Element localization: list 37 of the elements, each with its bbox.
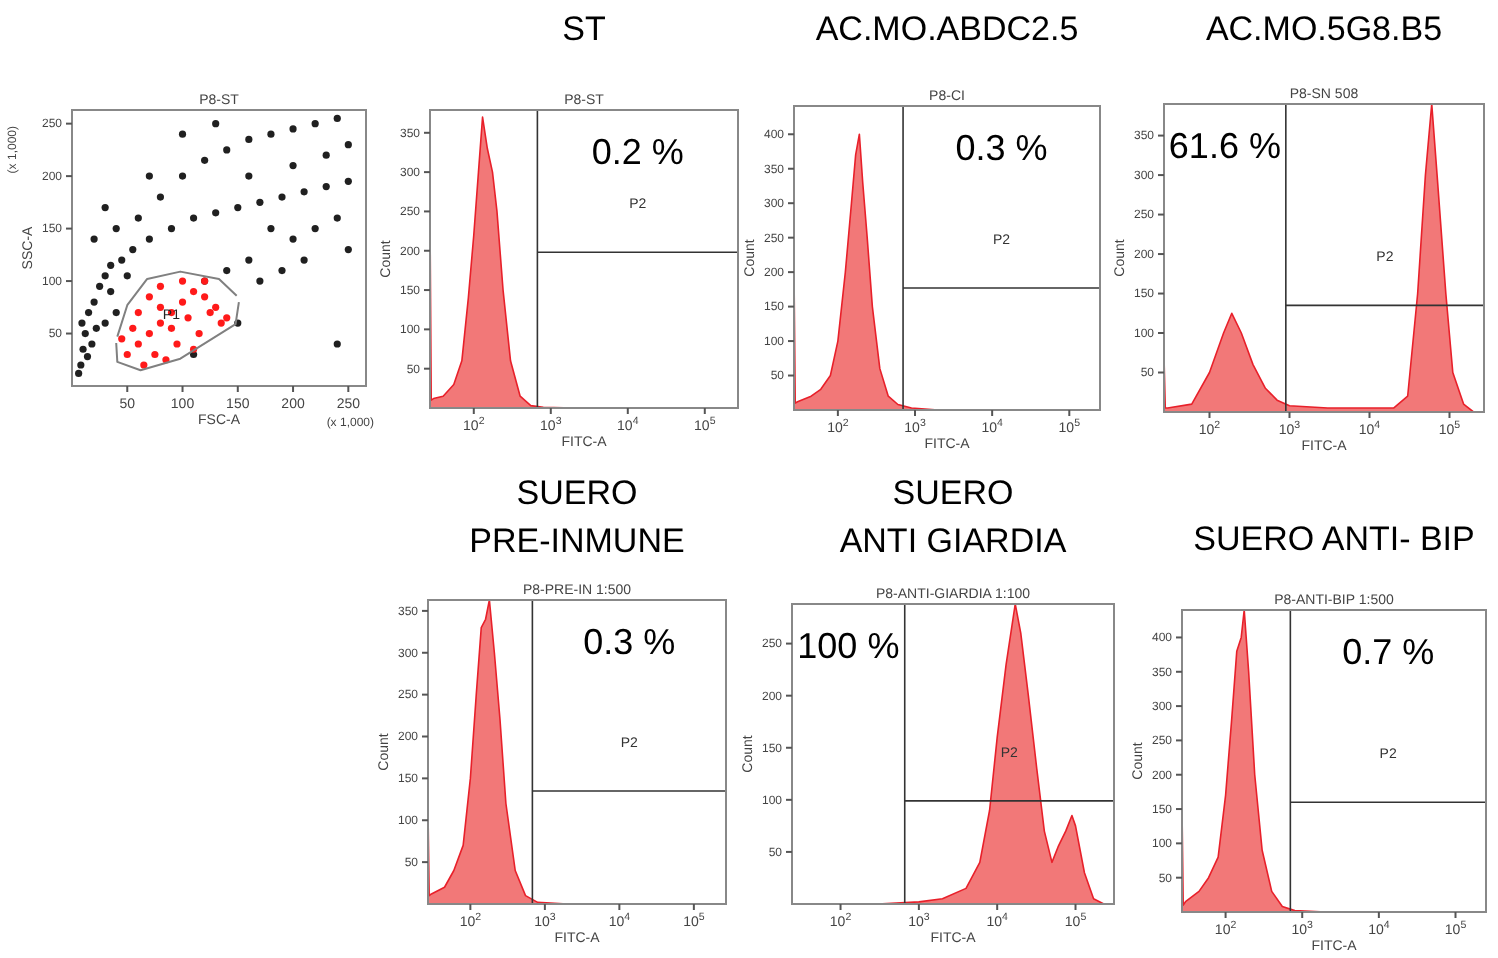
point [178, 298, 187, 306]
point [145, 329, 153, 338]
chart-title: AC.MO.ABDC2.5 [815, 10, 1079, 48]
line-series [115, 301, 240, 372]
point [206, 308, 214, 317]
point [123, 350, 131, 359]
point [156, 319, 165, 327]
point [140, 361, 148, 369]
point [151, 350, 159, 359]
point [212, 303, 220, 311]
point [145, 293, 153, 301]
point [223, 314, 231, 322]
chart-title: AC.MO.5G8.B5 [1205, 10, 1443, 48]
point [118, 335, 126, 343]
annotation: 0.7 % [1342, 632, 1435, 672]
point [201, 293, 209, 301]
chart-title: SUERO PRE-INMUNE [469, 474, 685, 560]
chart-title: ST [562, 10, 606, 48]
point [129, 324, 137, 332]
point [195, 329, 203, 338]
point [156, 282, 165, 290]
chart-title: SUERO ANTI GIARDIA [839, 474, 1068, 560]
point [173, 340, 181, 348]
point [167, 324, 176, 332]
point [217, 319, 225, 327]
chart-title: SUERO ANTI- BIP [1193, 520, 1475, 558]
point [134, 308, 142, 317]
point [184, 314, 192, 322]
point [156, 303, 165, 311]
point [189, 287, 198, 296]
annotation: 0.3 % [955, 128, 1048, 168]
annotation: 0.2 % [591, 132, 684, 172]
annotation: 100 % [797, 626, 900, 666]
annotation: 0.3 % [583, 622, 676, 662]
annotation: 61.6 % [1168, 126, 1281, 166]
point [178, 277, 187, 285]
point [134, 340, 142, 348]
